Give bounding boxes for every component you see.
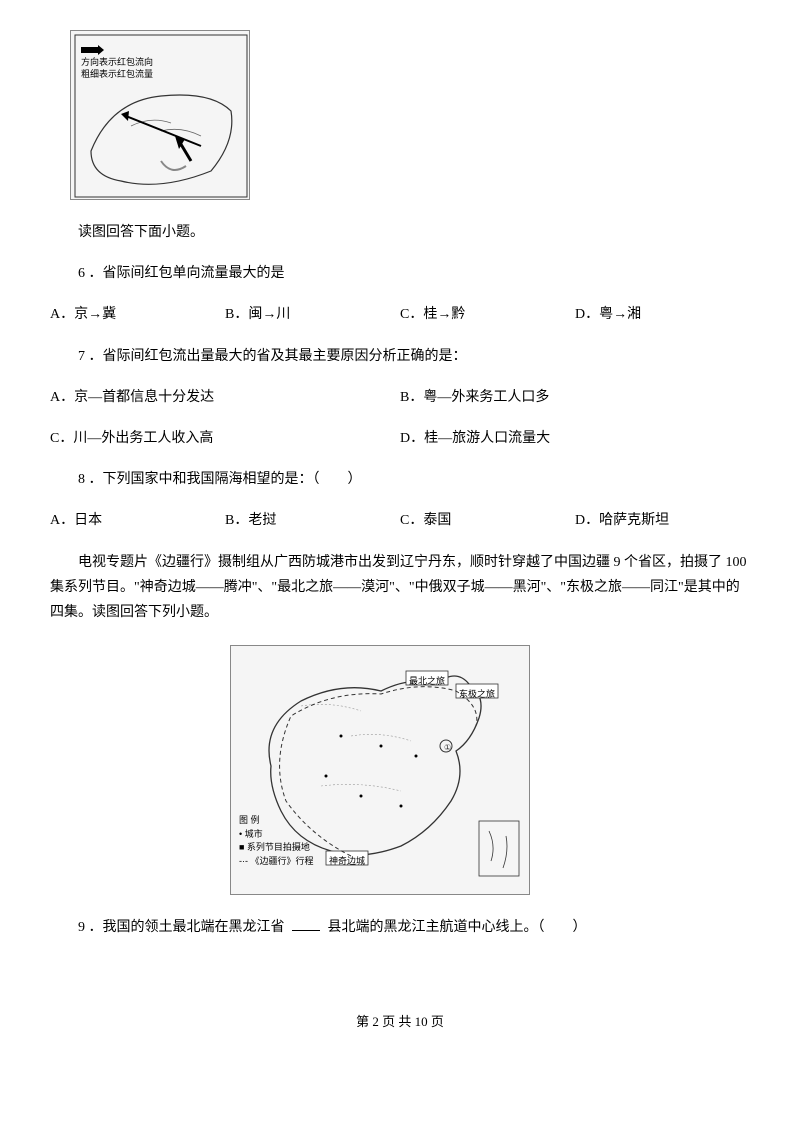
svg-text:①: ① xyxy=(444,743,451,752)
q7-options-row2: C．川—外出务工人收入高 D．桂—旅游人口流量大 xyxy=(50,426,750,451)
q6-stem: 6 ．省际间红包单向流量最大的是 xyxy=(50,261,750,286)
q9-text-post: 县北端的黑龙江主航道中心线上。（ ） xyxy=(328,920,587,935)
legend-title: 图 例 xyxy=(239,814,314,828)
q8-option-c: C．泰国 xyxy=(400,508,575,533)
q7-option-c: C．川—外出务工人收入高 xyxy=(50,426,400,451)
q7-option-a: A．京—首都信息十分发达 xyxy=(50,385,400,410)
q9-stem: 9 ．我国的领土最北端在黑龙江省 县北端的黑龙江主航道中心线上。（ ） xyxy=(50,915,750,940)
q6-option-a: A．京→冀 xyxy=(50,302,225,327)
legend-city: • 城市 xyxy=(239,828,314,842)
q7-options-row1: A．京—首都信息十分发达 B．粤—外来务工人口多 xyxy=(50,385,750,410)
q7-number: 7 xyxy=(78,349,85,364)
q8-option-b: B．老挝 xyxy=(225,508,400,533)
read-map-prompt-1: 读图回答下面小题。 xyxy=(50,220,750,245)
q6-option-b: B．闽→川 xyxy=(225,302,400,327)
passage-text: 电视专题片《边疆行》摄制组从广西防城港市出发到辽宁丹东，顺时针穿越了中国边疆 9… xyxy=(50,550,750,626)
map-legend-block: 图 例 • 城市 ■ 系列节目拍摄地 -·- 《边疆行》行程 xyxy=(239,814,314,868)
footer-total-pages: 10 xyxy=(415,1014,428,1029)
q9-text-pre: ．我国的领土最北端在黑龙江省 xyxy=(89,920,285,935)
q7-stem: 7 ．省际间红包流出量最大的省及其最主要原因分析正确的是： xyxy=(50,344,750,369)
map-label-east: 东极之旅 xyxy=(459,686,495,702)
footer-pre: 第 xyxy=(356,1014,369,1029)
map-label-tengchong: 神奇边城 xyxy=(329,853,365,869)
q8-text: ．下列国家中和我国隔海相望的是：（ ） xyxy=(89,472,362,487)
legend-route: -·- 《边疆行》行程 xyxy=(239,855,314,869)
q6-number: 6 xyxy=(78,266,85,281)
q8-option-d: D．哈萨克斯坦 xyxy=(575,508,750,533)
map-label-north: 最北之旅 xyxy=(409,673,445,689)
q7-option-d: D．桂—旅游人口流量大 xyxy=(400,426,750,451)
q7-option-b: B．粤—外来务工人口多 xyxy=(400,385,750,410)
q9-blank xyxy=(292,930,320,931)
q8-number: 8 xyxy=(78,472,85,487)
map-image-redpacket: 方向表示红包流向 粗细表示红包流量 xyxy=(70,30,250,200)
footer-mid: 页 共 xyxy=(382,1014,411,1029)
footer-current-page: 2 xyxy=(372,1014,379,1029)
q8-option-a: A．日本 xyxy=(50,508,225,533)
q6-text: ．省际间红包单向流量最大的是 xyxy=(89,266,285,281)
q6-option-d: D．粤→湘 xyxy=(575,302,750,327)
q8-stem: 8 ．下列国家中和我国隔海相望的是：（ ） xyxy=(50,467,750,492)
q6-option-c: C．桂→黔 xyxy=(400,302,575,327)
map-image-china-border: ① 最北之旅 东极之旅 神奇边城 图 例 • 城市 ■ 系列节目拍摄地 -·- … xyxy=(230,645,530,895)
q8-options: A．日本 B．老挝 C．泰国 D．哈萨克斯坦 xyxy=(50,508,750,533)
footer-post: 页 xyxy=(431,1014,444,1029)
map-outline-sketch xyxy=(71,31,251,201)
q6-options: A．京→冀 B．闽→川 C．桂→黔 D．粤→湘 xyxy=(50,302,750,327)
q7-text: ．省际间红包流出量最大的省及其最主要原因分析正确的是： xyxy=(89,349,467,364)
q9-number: 9 xyxy=(78,920,85,935)
page-footer: 第 2 页 共 10 页 xyxy=(50,1010,750,1033)
legend-filming: ■ 系列节目拍摄地 xyxy=(239,841,314,855)
